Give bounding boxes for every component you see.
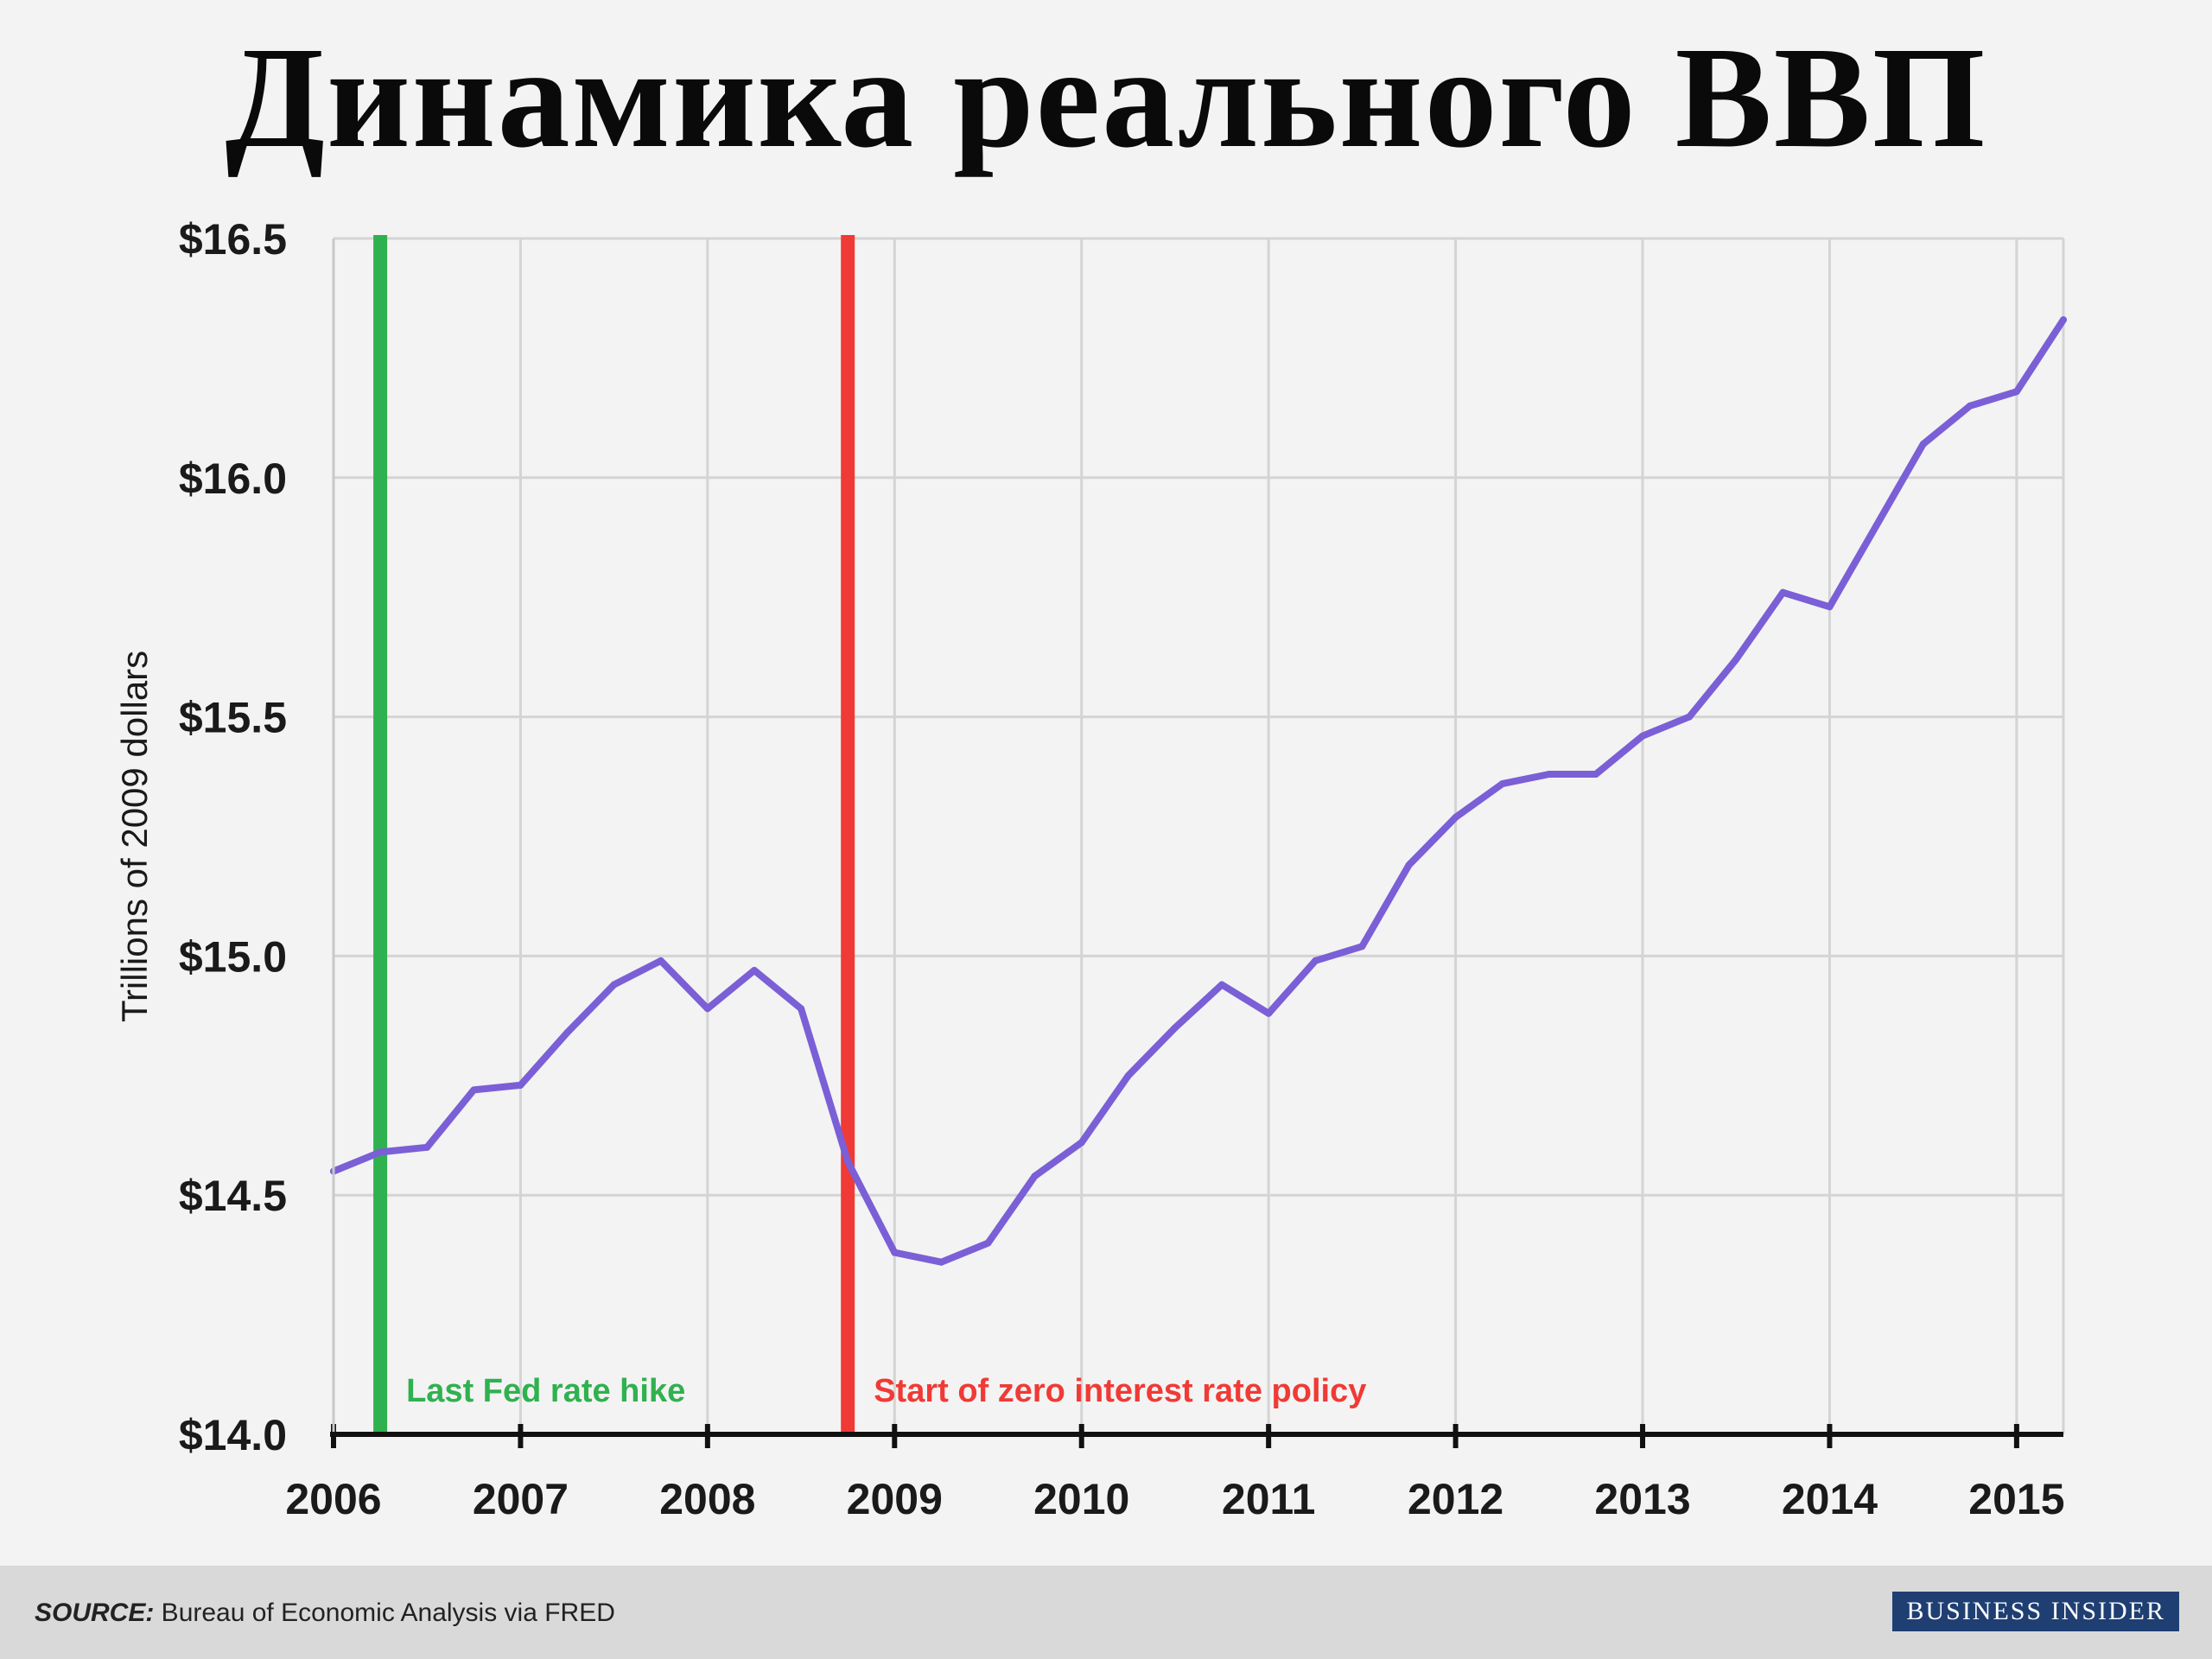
y-tick-label: $14.5 <box>179 1172 287 1220</box>
gdp-data-point <box>1452 813 1459 821</box>
gdp-data-point <box>1265 1009 1273 1017</box>
x-tick-label: 2007 <box>473 1475 569 1523</box>
gdp-data-point <box>1171 1024 1179 1032</box>
source-text: Bureau of Economic Analysis via FRED <box>154 1599 615 1627</box>
x-tick-label: 2008 <box>659 1475 755 1523</box>
x-tick-label: 2015 <box>1968 1475 2064 1523</box>
x-tick-label: 2011 <box>1222 1475 1315 1523</box>
gdp-data-point <box>1218 981 1226 988</box>
gdp-data-point <box>1686 713 1694 721</box>
gdp-data-point <box>844 1158 852 1166</box>
x-tick-label: 2006 <box>285 1475 381 1523</box>
x-tick-label: 2012 <box>1408 1475 1503 1523</box>
gdp-data-point <box>1124 1071 1132 1079</box>
gdp-data-point <box>1826 603 1834 611</box>
x-tick-label: 2009 <box>847 1475 943 1523</box>
gdp-data-point <box>517 1081 524 1089</box>
gdp-data-point <box>750 967 758 975</box>
footer-bar: SOURCE: Bureau of Economic Analysis via … <box>0 1566 2212 1659</box>
gdp-data-point <box>1732 656 1740 664</box>
y-tick-label: $15.0 <box>179 932 287 981</box>
gdp-data-point <box>1358 943 1366 950</box>
gdp-data-point <box>2012 388 2020 396</box>
gdp-data-point <box>1639 732 1647 740</box>
gdp-line-chart: $14.0 $14.5 $15.0 $15.5 $16.0 $16.5 2006 2007 20… <box>114 215 2067 1523</box>
source-note: SOURCE: Bureau of Economic Analysis via … <box>35 1599 615 1628</box>
annotation-label: Start of zero interest rate policy <box>874 1373 1366 1409</box>
y-tick-label: $16.5 <box>179 215 287 264</box>
gdp-data-point <box>423 1143 431 1151</box>
chart-title: Динамика реального ВВП <box>225 17 1987 178</box>
gdp-data-point <box>1592 771 1599 779</box>
y-axis-title: Trillions of 2009 dollars <box>114 651 155 1022</box>
y-tick-label: $14.0 <box>179 1411 287 1459</box>
y-tick-label: $15.5 <box>179 694 287 742</box>
gdp-data-point <box>984 1239 992 1247</box>
axes-layer <box>330 238 2063 1448</box>
brand-logo: BUSINESS INSIDER <box>1892 1592 2179 1631</box>
gdp-data-point <box>1872 522 1880 530</box>
gdp-data-point <box>610 981 618 988</box>
gdp-data-point <box>938 1258 945 1266</box>
gdp-data-point <box>377 1148 385 1156</box>
gdp-data-point <box>798 1005 805 1013</box>
gdp-data-point <box>1966 402 1974 410</box>
gdp-data-point <box>703 1005 711 1013</box>
gdp-data-point <box>1077 1139 1085 1147</box>
gdp-data-point <box>563 1028 571 1036</box>
labels-layer: $14.0 $14.5 $15.0 $15.5 $16.0 $16.5 2006 2007 20… <box>114 215 2065 1523</box>
x-tick-label: 2014 <box>1782 1475 1878 1523</box>
gdp-data-point <box>2060 316 2067 324</box>
gdp-data-point <box>1779 588 1787 596</box>
annotation-label: Last Fed rate hike <box>406 1373 685 1409</box>
series-layer <box>330 316 2067 1266</box>
x-tick-label: 2013 <box>1594 1475 1690 1523</box>
gdp-data-point <box>1405 861 1413 869</box>
y-tick-label: $16.0 <box>179 454 287 503</box>
gdp-data-point <box>891 1249 899 1256</box>
gdp-data-point <box>1498 780 1506 788</box>
source-label: SOURCE: <box>35 1599 155 1627</box>
gdp-series-line <box>330 316 2067 1266</box>
gdp-data-point <box>470 1086 478 1094</box>
gdp-data-point <box>1031 1173 1039 1180</box>
gdp-data-point <box>657 957 664 964</box>
annotation-lines <box>373 235 855 1434</box>
x-tick-label: 2010 <box>1033 1475 1129 1523</box>
gdp-data-point <box>1312 957 1319 964</box>
gdp-data-point <box>1919 441 1927 448</box>
gdp-data-point <box>1545 771 1553 779</box>
grid-lines <box>332 237 2065 1434</box>
